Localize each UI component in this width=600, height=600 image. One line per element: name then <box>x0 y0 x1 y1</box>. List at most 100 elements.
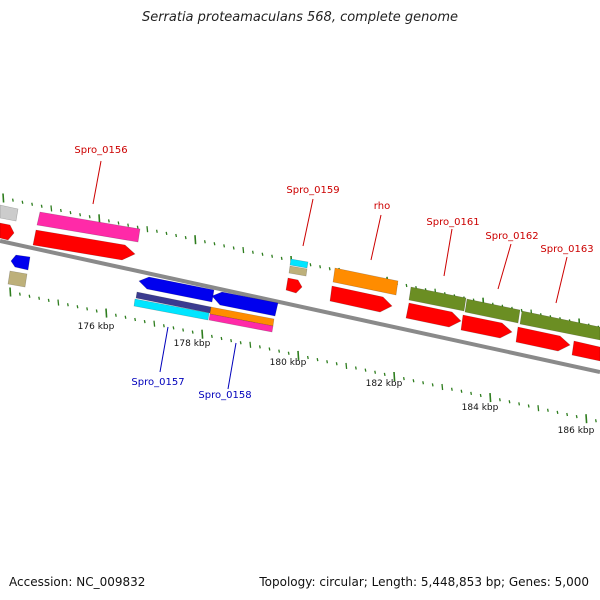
outer-track-tick <box>155 229 158 233</box>
outer-track-tick <box>50 205 53 212</box>
feature-tan-spro-0159[interactable] <box>288 265 308 277</box>
cds-arrow-spro-0163[interactable] <box>515 326 571 352</box>
outer-track-tick <box>520 308 523 313</box>
outer-track-tick <box>194 235 197 245</box>
inner-track-tick <box>220 336 223 341</box>
feature-gray-left[interactable] <box>0 204 19 222</box>
cds-arrow-spro-0156[interactable] <box>32 229 136 261</box>
gene-label-spro-0157[interactable]: Spro_0157 <box>131 377 184 388</box>
cds-arrow-right[interactable] <box>571 340 600 362</box>
outer-track-tick <box>242 247 245 254</box>
inner-track-tick <box>546 408 549 412</box>
inner-track-tick <box>182 328 185 332</box>
inner-track-tick <box>585 414 588 424</box>
outer-track-tick <box>309 263 312 267</box>
inner-track-tick <box>249 341 252 348</box>
outer-track-tick <box>213 242 216 246</box>
leader-spro-0157 <box>159 326 169 373</box>
inner-track-tick <box>201 329 204 339</box>
inner-track-tick <box>316 357 319 362</box>
leader-spro-0159 <box>302 198 314 247</box>
leader-spro-0162 <box>497 243 512 290</box>
outer-track-tick <box>319 265 322 269</box>
inner-track-tick <box>306 355 309 360</box>
gene-label-spro-0161[interactable]: Spro_0161 <box>426 217 479 228</box>
feature-pink-spro-0156[interactable] <box>36 211 141 243</box>
inner-track-tick <box>105 308 108 318</box>
inner-track-tick <box>230 338 233 343</box>
inner-track-tick <box>537 405 540 412</box>
feature-blue-spro-0157[interactable] <box>138 276 215 303</box>
gene-label-spro-0156[interactable]: Spro_0156 <box>74 145 127 156</box>
feature-navy-spro-0157[interactable] <box>135 291 212 314</box>
outer-track-tick <box>405 283 408 288</box>
scale-label-180: 180 kbp <box>270 358 307 368</box>
inner-track-tick <box>556 410 559 415</box>
inner-track-tick <box>508 400 511 404</box>
cds-arrow-rho[interactable] <box>329 285 393 313</box>
scale-label-184: 184 kbp <box>462 403 499 413</box>
feature-blue-left[interactable] <box>10 254 31 271</box>
outer-track-tick <box>165 231 168 236</box>
feature-pink-spro-0158[interactable] <box>208 313 274 333</box>
scale-label-186: 186 kbp <box>558 426 595 436</box>
inner-track-tick <box>258 345 261 349</box>
feature-cyan-spro-0159[interactable] <box>289 258 309 269</box>
outer-track-tick <box>223 244 226 248</box>
feature-olive-spro-0163[interactable] <box>519 310 600 341</box>
inner-tick-track <box>9 287 597 424</box>
inner-track-tick <box>9 287 12 297</box>
gene-label-spro-0159[interactable]: Spro_0159 <box>286 185 339 196</box>
outer-track-tick <box>184 235 187 240</box>
inner-track-tick <box>470 391 473 396</box>
inner-track-tick <box>412 379 415 383</box>
inner-track-tick <box>364 368 367 372</box>
inner-track-tick <box>354 366 357 370</box>
inner-track-tick <box>57 299 60 306</box>
outer-track-tick <box>11 198 14 202</box>
outer-track-tick <box>271 254 274 258</box>
inner-track-tick <box>239 341 242 345</box>
gene-label-spro-0158[interactable]: Spro_0158 <box>198 390 251 401</box>
scale-label-178: 178 kbp <box>174 339 211 349</box>
outer-track-tick <box>261 252 264 256</box>
leader-spro-0161 <box>443 228 453 277</box>
genome-backbone <box>0 239 600 374</box>
feature-olive-spro-0162[interactable] <box>464 298 521 324</box>
inner-track-tick <box>383 372 386 377</box>
cds-arrow-spro-0162[interactable] <box>460 314 513 339</box>
inner-track-tick <box>518 402 521 406</box>
leader-rho <box>370 214 382 261</box>
outer-track-tick <box>175 233 178 238</box>
feature-cyan-spro-0157[interactable] <box>133 298 210 321</box>
inner-track-tick <box>18 292 21 296</box>
inner-track-tick <box>162 324 165 328</box>
scale-label-182: 182 kbp <box>366 379 403 389</box>
inner-track-tick <box>450 387 453 391</box>
inner-track-tick <box>335 362 338 366</box>
cds-arrow-spro-0160[interactable] <box>405 302 462 328</box>
inner-track-tick <box>278 349 281 353</box>
cds-arrow-left[interactable] <box>0 222 15 241</box>
feature-orange-rho[interactable] <box>332 267 399 296</box>
feature-olive-spro-0161[interactable] <box>408 286 467 312</box>
outer-track-tick <box>88 215 91 219</box>
inner-track-tick <box>287 351 290 355</box>
outer-track-tick <box>136 225 139 229</box>
outer-track-tick <box>21 200 24 204</box>
inner-track-tick <box>489 393 492 403</box>
leader-spro-0156 <box>92 160 102 205</box>
inner-track-tick <box>297 350 300 360</box>
outer-track-tick <box>328 267 331 271</box>
gene-label-spro-0163[interactable]: Spro_0163 <box>540 244 593 255</box>
feature-blue-spro-0158[interactable] <box>211 291 279 317</box>
gene-label-spro-0162[interactable]: Spro_0162 <box>485 231 538 242</box>
inner-track-tick <box>345 362 348 369</box>
gene-label-rho[interactable]: rho <box>374 201 390 212</box>
outer-track-tick <box>40 204 43 208</box>
inner-track-tick <box>47 298 50 303</box>
cds-arrow-spro-0159[interactable] <box>285 277 303 294</box>
gene-label-layer: Spro_0156 Spro_0159 rho Spro_0161 Spro_0… <box>74 145 593 401</box>
feature-tan-left[interactable] <box>7 270 28 288</box>
